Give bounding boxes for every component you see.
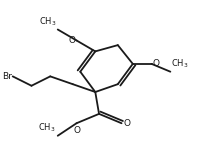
Text: O: O	[123, 119, 130, 128]
Text: Br: Br	[2, 72, 12, 81]
Text: CH$_3$: CH$_3$	[38, 122, 56, 134]
Text: O: O	[69, 36, 76, 45]
Text: O: O	[73, 126, 80, 135]
Text: CH$_3$: CH$_3$	[171, 58, 189, 70]
Text: O: O	[152, 59, 160, 68]
Text: CH$_3$: CH$_3$	[39, 15, 57, 28]
